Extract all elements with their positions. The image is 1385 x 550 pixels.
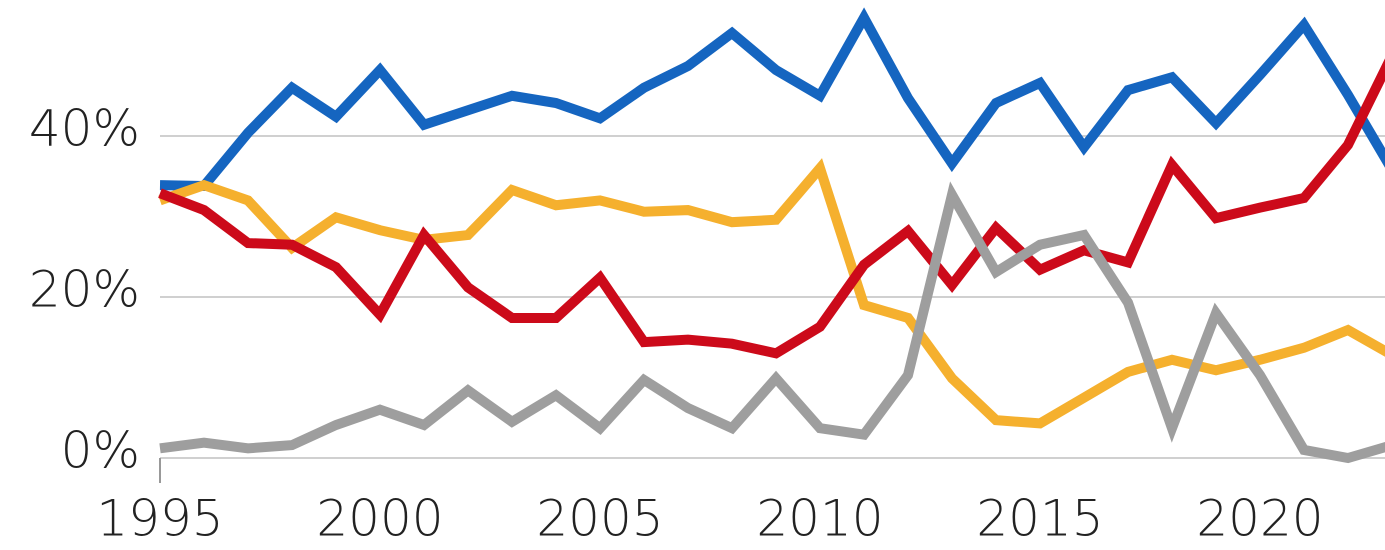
x-tick-label: 2020 (1196, 490, 1323, 548)
series-line (158, 158, 1385, 429)
series-line (159, 181, 1385, 464)
x-tick-label: 1995 (96, 490, 223, 548)
y-tick-label: 0% (61, 422, 140, 480)
x-tick-label: 2000 (316, 490, 443, 548)
series-line (159, 7, 1385, 191)
x-tick-label: 2005 (536, 490, 663, 548)
series-line (158, 58, 1385, 359)
y-tick-label: 40% (29, 100, 140, 158)
x-tick-label: 2015 (976, 490, 1103, 548)
y-tick-label: 20% (29, 261, 140, 319)
x-tick-label: 2010 (756, 490, 883, 548)
